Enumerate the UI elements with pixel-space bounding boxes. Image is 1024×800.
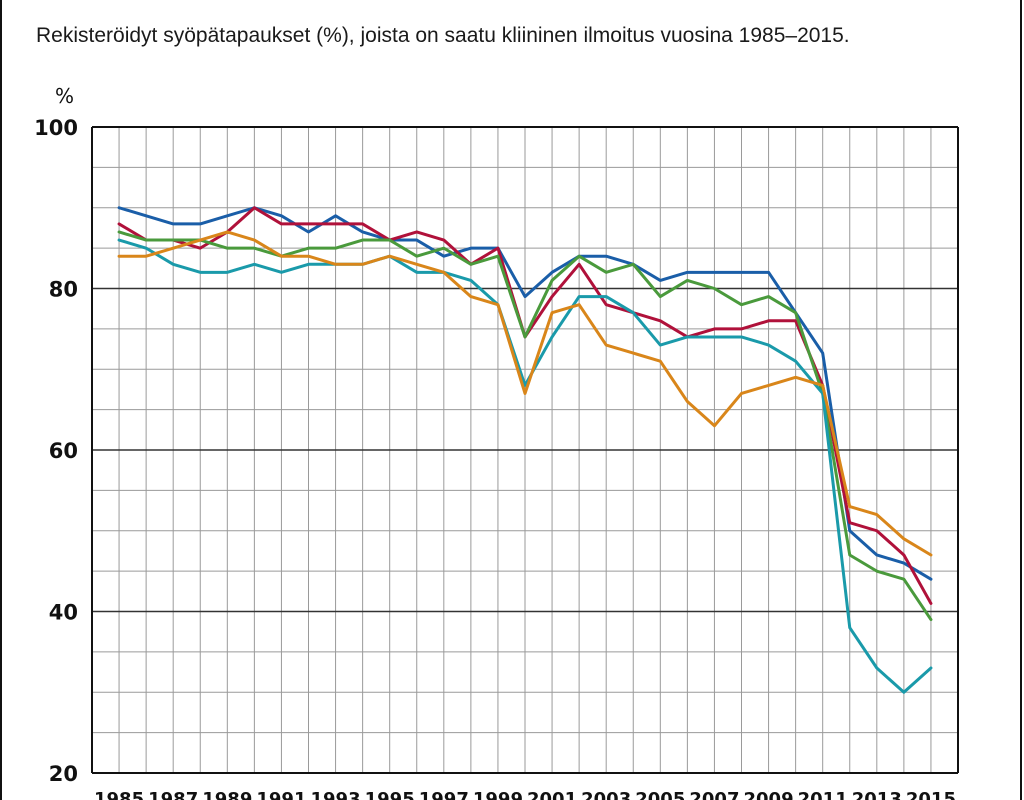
y-tick-label: 100 <box>34 116 78 140</box>
x-tick-label: 2003 <box>581 789 631 800</box>
y-tick-label: 80 <box>49 278 78 302</box>
x-tick-label: 1999 <box>473 789 523 800</box>
y-axis-unit-label: % <box>55 84 74 108</box>
x-tick-label: 2001 <box>527 789 577 800</box>
x-tick-label: 1987 <box>148 789 198 800</box>
x-tick-label: 2009 <box>744 789 794 800</box>
x-tick-label: 1997 <box>419 789 469 800</box>
x-tick-label: 1991 <box>256 789 306 800</box>
major-gridlines <box>92 287 958 613</box>
series-line-3 <box>117 230 933 622</box>
y-tick-label: 40 <box>49 601 78 625</box>
series-line-5 <box>117 230 933 557</box>
x-tick-label: 1993 <box>311 789 361 800</box>
y-tick-labels: 20 40 60 80 100 <box>34 116 78 786</box>
y-tick-label: 60 <box>49 439 78 463</box>
x-tick-label: 1985 <box>94 789 144 800</box>
x-tick-label: 2013 <box>852 789 902 800</box>
series-line-4 <box>117 238 933 694</box>
x-tick-label: 2015 <box>906 789 956 800</box>
x-tick-labels: 1985 1987 1989 1991 1993 1995 1997 1999 2001 2003… <box>94 789 956 800</box>
series-lines <box>117 206 933 694</box>
x-tick-label: 2005 <box>635 789 685 800</box>
x-tick-label: 1989 <box>202 789 252 800</box>
chart-title: Rekisteröidyt syöpätapaukset (%), joista… <box>36 24 850 47</box>
plot-axes <box>91 126 959 774</box>
x-tick-label: 2007 <box>689 789 739 800</box>
x-tick-label: 1995 <box>365 789 415 800</box>
x-tick-label: 2011 <box>798 789 848 800</box>
y-tick-label: 20 <box>49 762 78 786</box>
